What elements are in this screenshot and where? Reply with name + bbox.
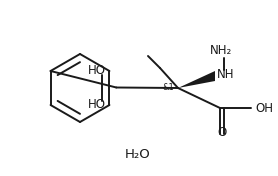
Text: &1: &1	[162, 83, 174, 92]
Text: HO: HO	[88, 98, 105, 111]
Text: O: O	[217, 126, 227, 139]
Text: OH: OH	[255, 102, 273, 115]
Text: NH₂: NH₂	[210, 45, 232, 58]
Text: HO: HO	[88, 64, 105, 77]
Polygon shape	[178, 71, 215, 88]
Text: H₂O: H₂O	[125, 147, 151, 161]
Text: NH: NH	[217, 68, 235, 81]
